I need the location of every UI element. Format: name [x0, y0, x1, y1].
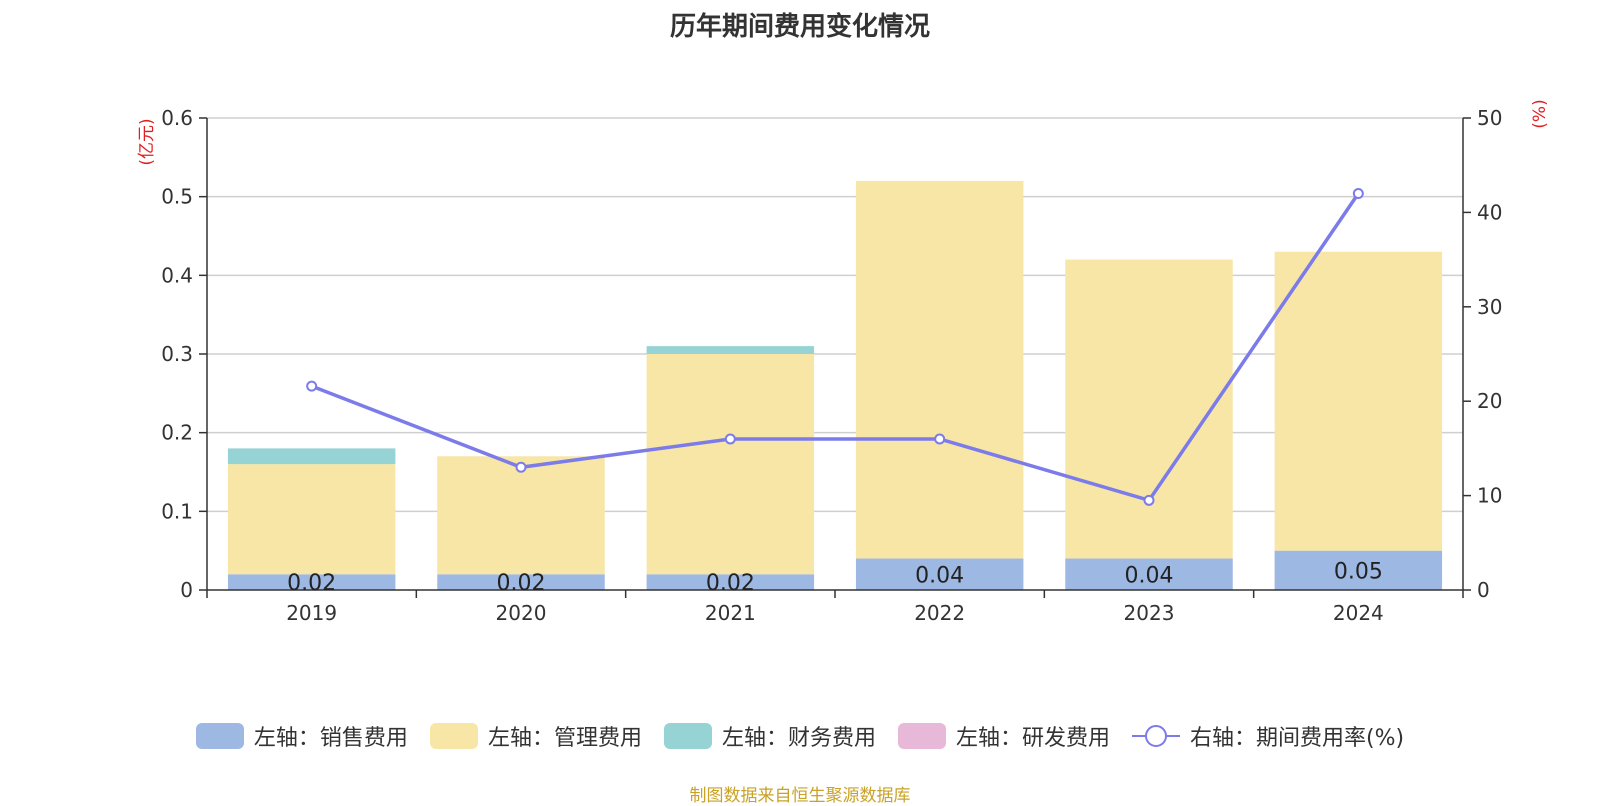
chart-title: 历年期间费用变化情况	[669, 12, 930, 42]
left-tick-label: 0.5	[161, 185, 193, 209]
right-tick-label: 50	[1477, 106, 1502, 130]
right-tick-label: 40	[1477, 200, 1502, 224]
x-tick-label: 2020	[496, 601, 547, 625]
x-tick-label: 2021	[705, 601, 756, 625]
legend-swatch-rd	[897, 723, 946, 749]
sales-data-label: 0.05	[1334, 559, 1383, 584]
chart-canvas: 0 0.1 0.2 0.3 0.4 0.5 0.6 0 10 20 30 40 50 2019 2020 20…	[137, 99, 1550, 625]
right-tick-label: 20	[1477, 389, 1502, 413]
x-tick-label: 2019	[286, 601, 337, 625]
rate-point	[1352, 188, 1364, 200]
legend-label-finance: 左轴：财务费用	[721, 726, 876, 751]
bar-segment	[855, 558, 1024, 590]
left-tick-label: 0.2	[161, 421, 193, 445]
right-tick-label: 10	[1477, 484, 1502, 508]
bar-segment	[646, 574, 815, 590]
bar-segment	[227, 574, 396, 590]
grid-lines	[207, 117, 1463, 513]
left-axis-unit-label: (亿元)	[137, 118, 157, 165]
sales-data-label: 0.02	[287, 571, 336, 596]
right-axis-unit-label: (%)	[1530, 99, 1550, 128]
legend-item-finance[interactable]: 左轴：财务费用	[663, 720, 876, 752]
legend-label-sales: 左轴：销售费用	[253, 726, 408, 751]
sales-data-label: 0.02	[706, 571, 755, 596]
legend-swatch-admin	[429, 723, 478, 749]
legend: 左轴：销售费用 左轴：管理费用 左轴：财务费用 左轴：研发费用 右轴：期间费用率…	[0, 720, 1600, 752]
legend-label-rate: 右轴：期间费用率(%)	[1189, 726, 1405, 751]
left-tick-label: 0.6	[161, 106, 193, 130]
axes: 0 0.1 0.2 0.3 0.4 0.5 0.6 0 10 20 30 40 50 2019 2020 20…	[137, 99, 1550, 625]
sales-data-label: 0.04	[915, 563, 964, 588]
rate-line	[311, 192, 1360, 503]
bar-segment	[1065, 558, 1233, 590]
source-note: 制图数据来自恒生聚源数据库	[689, 786, 911, 806]
sales-data-label: 0.02	[497, 571, 546, 596]
x-tick-label: 2022	[914, 601, 965, 625]
bar-segment	[227, 464, 396, 575]
legend-item-rd[interactable]: 左轴：研发费用	[897, 720, 1110, 752]
sales-data-label: 0.04	[1125, 563, 1174, 588]
left-tick-label: 0.1	[161, 499, 193, 523]
data-label-layer: 0.02 0.02 0.02 0.04 0.04 0.05	[287, 559, 1383, 596]
bar-segment	[1065, 259, 1233, 559]
rate-point	[1143, 494, 1155, 506]
bar-segment	[437, 456, 605, 575]
x-tick-label: 2024	[1333, 601, 1384, 625]
legend-label-admin: 左轴：管理费用	[487, 726, 642, 751]
legend-swatch-sales	[195, 723, 244, 749]
bar-segment	[437, 574, 605, 590]
bar-segment	[855, 180, 1024, 559]
legend-item-sales[interactable]: 左轴：销售费用	[195, 720, 408, 752]
rate-line-layer	[306, 188, 1364, 506]
left-tick-label: 0	[180, 578, 193, 602]
legend-item-admin[interactable]: 左轴：管理费用	[429, 720, 642, 752]
bar-segment	[227, 448, 396, 465]
rate-point	[515, 461, 527, 473]
left-tick-label: 0.3	[161, 342, 193, 366]
bar-segment	[646, 354, 815, 575]
legend-swatch-finance	[663, 723, 712, 749]
right-tick-label: 0	[1477, 578, 1490, 602]
legend-label-rd: 左轴：研发费用	[955, 726, 1110, 751]
rate-point	[934, 433, 946, 445]
rate-point	[306, 380, 318, 392]
bar-layer	[227, 180, 1443, 590]
bar-segment	[646, 346, 815, 354]
rate-point	[724, 433, 736, 445]
left-tick-label: 0.4	[161, 263, 193, 287]
legend-line-marker-icon	[1131, 723, 1180, 749]
bar-segment	[1274, 251, 1443, 551]
x-tick-label: 2023	[1124, 601, 1175, 625]
legend-item-rate[interactable]: 右轴：期间费用率(%)	[1131, 720, 1405, 752]
right-tick-label: 30	[1477, 295, 1502, 319]
bar-segment	[1274, 550, 1443, 590]
